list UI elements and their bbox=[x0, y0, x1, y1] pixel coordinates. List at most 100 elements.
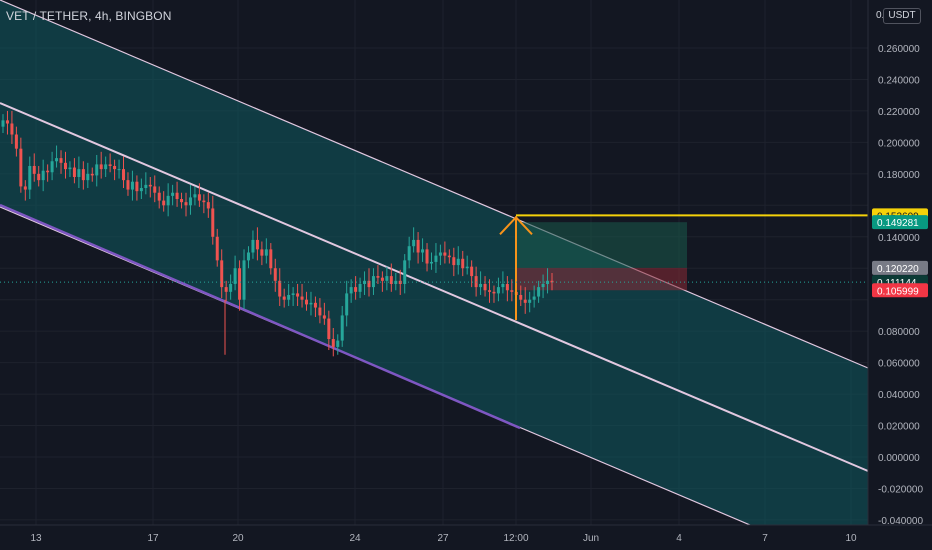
candle-body bbox=[108, 164, 112, 166]
candle-body bbox=[1, 120, 5, 127]
candle-body bbox=[501, 283, 505, 288]
price-label-text: 0.120220 bbox=[877, 264, 919, 275]
price-tick-label: 0.040000 bbox=[878, 390, 920, 401]
candle-body bbox=[327, 318, 331, 340]
time-tick-label: 24 bbox=[349, 533, 361, 544]
candle-body bbox=[340, 315, 344, 341]
symbol-title[interactable]: VET / TETHER, 4h, BINGBON bbox=[6, 9, 171, 23]
time-axis[interactable]: 13 17 20 24 27 12:00 Jun 4 7 10 bbox=[0, 524, 932, 550]
time-tick-label: 27 bbox=[437, 533, 449, 544]
candle-body bbox=[130, 181, 134, 190]
candle-body bbox=[358, 283, 362, 292]
time-tick-label: 10 bbox=[845, 533, 857, 544]
candle-body bbox=[447, 255, 451, 258]
position-zones bbox=[516, 222, 687, 291]
price-tick-label: -0.040000 bbox=[878, 516, 923, 527]
time-tick-label: 20 bbox=[232, 533, 244, 544]
candle-body bbox=[126, 180, 130, 190]
currency-button[interactable]: USDT bbox=[883, 8, 921, 24]
candle-body bbox=[523, 299, 527, 303]
candle-body bbox=[95, 164, 99, 176]
candle-body bbox=[171, 192, 175, 196]
time-tick-label: Jun bbox=[583, 533, 599, 544]
candle-body bbox=[14, 134, 18, 149]
candle-body bbox=[318, 307, 322, 316]
candle-body bbox=[135, 181, 139, 192]
candle-body bbox=[541, 283, 545, 288]
candle-body bbox=[166, 195, 170, 206]
candlestick-series bbox=[1, 110, 554, 357]
candle-body bbox=[157, 192, 161, 201]
candle-body bbox=[215, 236, 219, 261]
candle-body bbox=[162, 200, 166, 206]
candle-body bbox=[389, 276, 393, 284]
candle-body bbox=[202, 200, 206, 203]
candle-body bbox=[331, 339, 335, 347]
profit-zone bbox=[516, 222, 687, 268]
symbol-name: VET / TETHER bbox=[6, 9, 89, 23]
title-separator: , bbox=[88, 9, 95, 23]
candle-body bbox=[313, 302, 317, 308]
price-label-badge bbox=[872, 215, 928, 230]
candle-body bbox=[122, 169, 126, 181]
candle-body bbox=[537, 287, 541, 297]
candle-body bbox=[474, 276, 478, 288]
price-tick-label: 0.220000 bbox=[878, 107, 920, 118]
channel-upper-line bbox=[0, 0, 869, 369]
candle-body bbox=[291, 293, 295, 295]
time-tick-label: 13 bbox=[30, 533, 42, 544]
candle-body bbox=[255, 239, 259, 250]
candle-body bbox=[287, 294, 291, 300]
price-tick-label: -0.020000 bbox=[878, 484, 923, 495]
candle-body bbox=[550, 280, 554, 283]
candle-body bbox=[273, 268, 277, 281]
candle-body bbox=[345, 293, 349, 316]
candle-body bbox=[260, 249, 264, 256]
candle-body bbox=[465, 266, 469, 269]
title-separator: , bbox=[108, 9, 116, 23]
price-axis[interactable]: 0.260000 0.240000 0.220000 0.200000 0.180000… bbox=[867, 0, 932, 550]
candle-body bbox=[510, 290, 514, 292]
candle-body bbox=[483, 283, 487, 291]
price-label-badge bbox=[872, 283, 928, 298]
candle-body bbox=[117, 169, 121, 171]
candle-body bbox=[28, 165, 32, 190]
support-line bbox=[0, 203, 521, 430]
candle-body bbox=[59, 158, 63, 163]
candle-body bbox=[175, 192, 179, 200]
candle-body bbox=[438, 252, 442, 256]
price-label-text: 0.105999 bbox=[877, 286, 919, 297]
candle-body bbox=[242, 260, 246, 300]
candle-body bbox=[23, 186, 27, 190]
candle-body bbox=[68, 167, 72, 170]
price-tick-label: 0.180000 bbox=[878, 170, 920, 181]
candle-body bbox=[264, 249, 268, 256]
candle-body bbox=[41, 170, 45, 181]
channel-upper-fill bbox=[0, 0, 868, 471]
candle-body bbox=[416, 239, 420, 253]
candle-body bbox=[233, 268, 237, 284]
candle-body bbox=[50, 161, 54, 173]
candle-body bbox=[86, 173, 90, 181]
candle-body bbox=[238, 268, 242, 300]
chart-annotations bbox=[0, 214, 868, 321]
candle-body bbox=[206, 202, 210, 209]
regression-channels bbox=[0, 0, 869, 550]
candle-body bbox=[380, 277, 384, 281]
price-tick-label: 0.240000 bbox=[878, 75, 920, 86]
price-tick-label: 0.260000 bbox=[878, 44, 920, 55]
price-tick-label: 0.000000 bbox=[878, 453, 920, 464]
candle-body bbox=[336, 340, 340, 347]
candle-body bbox=[19, 148, 23, 187]
candle-body bbox=[144, 184, 148, 189]
candle-body bbox=[394, 280, 398, 284]
candle-body bbox=[81, 169, 85, 181]
candle-body bbox=[153, 186, 157, 193]
candle-body bbox=[148, 184, 152, 187]
candle-body bbox=[37, 173, 41, 181]
candle-body bbox=[224, 287, 228, 292]
time-tick-label: 7 bbox=[762, 533, 768, 544]
candle-body bbox=[496, 287, 500, 294]
candle-body bbox=[296, 293, 300, 297]
